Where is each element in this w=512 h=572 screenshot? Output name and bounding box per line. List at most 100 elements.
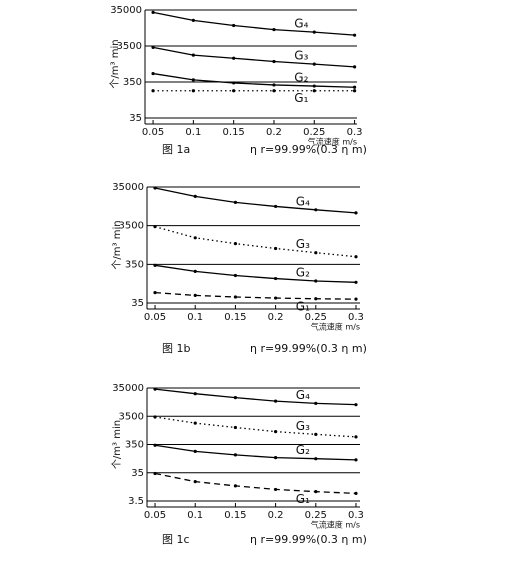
series-label: G₂ [296, 265, 310, 279]
y-tick-label: 35 [131, 298, 144, 309]
data-point [312, 62, 316, 66]
x-axis-label: 气流速度 m/s [308, 137, 357, 147]
x-axis-label: 气流速度 m/s [311, 322, 360, 332]
series-line [152, 72, 355, 88]
data-point [151, 89, 155, 93]
x-tick-label: 0.2 [266, 127, 282, 138]
x-tick-label: 0.3 [347, 127, 363, 138]
x-tick-label: 0.25 [305, 312, 327, 323]
data-point [312, 84, 316, 88]
data-point [314, 490, 318, 494]
data-point [312, 89, 316, 93]
data-point [153, 415, 157, 419]
data-point [151, 10, 155, 15]
series-label: G₃ [294, 49, 308, 63]
data-point [354, 255, 358, 259]
x-tick-label: 0.2 [268, 312, 284, 323]
data-point [314, 297, 318, 301]
x-tick-label: 0.15 [224, 510, 246, 521]
series-line [152, 11, 355, 36]
data-point [354, 211, 358, 215]
data-point [233, 453, 238, 457]
x-tick-label: 0.3 [348, 510, 364, 521]
data-point [191, 18, 195, 22]
data-point [233, 425, 238, 430]
y-tick-label: 35000 [112, 383, 144, 394]
data-point [274, 456, 278, 460]
series-label: G₄ [296, 388, 310, 402]
x-tick-label: 0.05 [142, 127, 164, 138]
data-point [274, 276, 278, 281]
x-axis-label: 气流速度 m/s [311, 520, 360, 530]
series-label: G₁ [294, 91, 308, 105]
note: η r=99.99%(0.3 η m) [250, 143, 367, 156]
y-axis-label: 个/m³ min [111, 220, 123, 269]
data-point [193, 194, 197, 198]
data-point [233, 242, 238, 246]
y-tick-label: 3500 [119, 411, 144, 422]
x-tick-label: 0.2 [268, 510, 284, 521]
data-point [274, 399, 278, 403]
y-tick-label: 35 [131, 468, 144, 479]
data-point [352, 33, 357, 37]
series-label: G₃ [296, 237, 310, 251]
data-point [272, 27, 276, 32]
data-point [314, 251, 318, 255]
data-point [314, 432, 318, 436]
series-label: G₃ [296, 419, 310, 433]
data-point [314, 208, 318, 212]
data-point [354, 403, 358, 407]
series-line [154, 444, 356, 461]
data-point [153, 471, 157, 476]
data-point [354, 458, 358, 462]
data-point [272, 59, 276, 64]
series-label: G₂ [294, 71, 308, 85]
x-tick-label: 0.1 [185, 127, 201, 138]
data-point [354, 297, 358, 301]
series-line [154, 264, 357, 283]
x-tick-label: 0.1 [187, 312, 203, 323]
series-line [154, 291, 356, 300]
y-tick-label: 3500 [119, 221, 144, 232]
data-point [151, 45, 155, 50]
x-tick-label: 0.15 [223, 127, 245, 138]
y-tick-label: 350 [125, 259, 144, 270]
y-tick-label: 350 [125, 440, 144, 451]
series-label: G₁ [296, 299, 310, 313]
data-point [352, 89, 357, 93]
y-tick-label: 35 [129, 113, 142, 124]
caption: 图 1a [162, 143, 190, 156]
note: η r=99.99%(0.3 η m) [250, 533, 367, 546]
x-tick-label: 0.05 [144, 312, 166, 323]
data-point [354, 435, 358, 439]
x-tick-label: 0.05 [144, 510, 166, 521]
x-tick-label: 0.15 [224, 312, 246, 323]
data-point [272, 89, 276, 93]
data-point [354, 280, 358, 284]
series-line [154, 388, 357, 406]
data-point [274, 487, 278, 492]
data-point [153, 263, 157, 267]
data-point [232, 81, 236, 85]
series-label: G₄ [294, 17, 308, 31]
y-tick-label: 3.5 [128, 496, 144, 507]
data-point [153, 387, 157, 391]
data-point [274, 246, 278, 251]
data-point [191, 89, 195, 93]
data-point [314, 457, 318, 461]
data-point [354, 491, 358, 496]
data-point [274, 296, 278, 300]
data-point [193, 449, 197, 453]
note: η r=99.99%(0.3 η m) [250, 342, 367, 355]
y-axis-label: 个/m³ min [111, 420, 123, 469]
data-point [233, 484, 238, 488]
data-point [193, 269, 197, 273]
data-point [191, 53, 195, 57]
x-tick-label: 0.25 [305, 510, 327, 521]
data-point [193, 293, 197, 298]
y-tick-label: 350 [123, 77, 142, 88]
series-line [154, 226, 357, 258]
data-point [272, 83, 276, 87]
series-line [152, 46, 355, 68]
